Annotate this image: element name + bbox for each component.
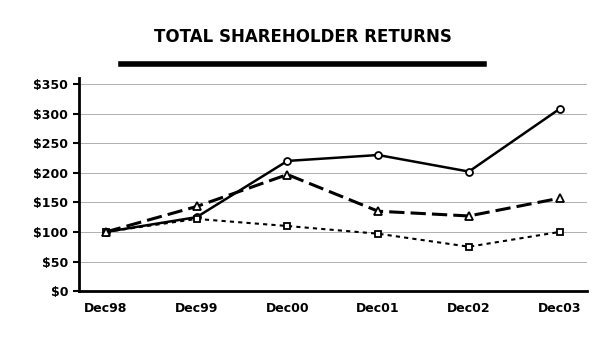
Text: TOTAL SHAREHOLDER RETURNS: TOTAL SHAREHOLDER RETURNS [154, 28, 451, 45]
